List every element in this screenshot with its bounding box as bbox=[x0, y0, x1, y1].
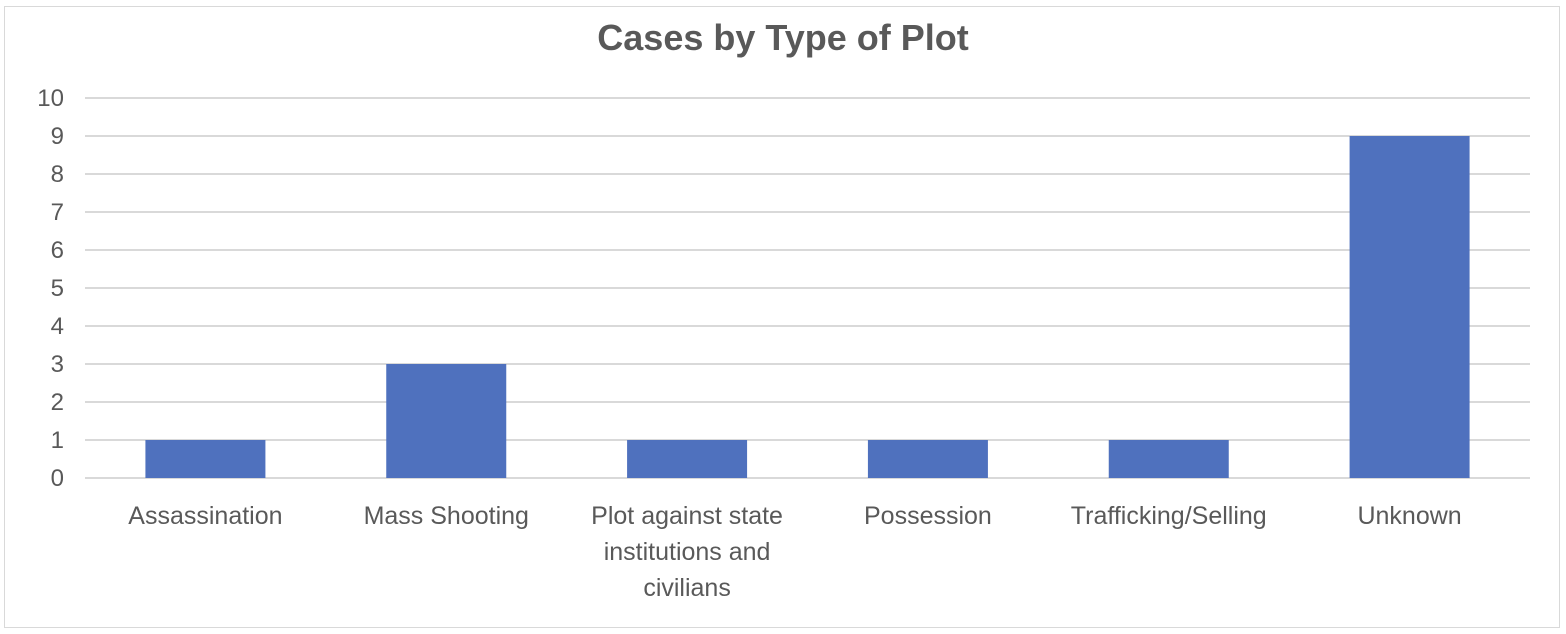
y-tick-label: 4 bbox=[51, 313, 64, 340]
y-tick-label: 10 bbox=[37, 85, 64, 112]
y-tick-label: 7 bbox=[51, 199, 64, 226]
bar bbox=[386, 364, 507, 478]
bar bbox=[1108, 440, 1229, 478]
y-tick-label: 2 bbox=[51, 389, 64, 416]
x-tick-label: Unknown bbox=[1357, 502, 1461, 530]
y-tick-label: 3 bbox=[51, 351, 64, 378]
bar bbox=[627, 440, 748, 478]
y-tick-label: 9 bbox=[51, 123, 64, 150]
bar bbox=[145, 440, 266, 478]
y-tick-label: 8 bbox=[51, 161, 64, 188]
x-tick-label: Assassination bbox=[128, 502, 282, 530]
y-tick-label: 0 bbox=[51, 465, 64, 492]
y-tick-label: 6 bbox=[51, 237, 64, 264]
bars bbox=[145, 136, 1470, 478]
chart-frame bbox=[4, 6, 1560, 628]
bar bbox=[867, 440, 988, 478]
x-tick-label: Plot against state institutions and civili… bbox=[591, 502, 783, 602]
x-axis-labels: Assassination Mass Shooting Plot against s… bbox=[128, 502, 1461, 602]
bar bbox=[1349, 136, 1470, 478]
x-tick-label: Mass Shooting bbox=[364, 502, 529, 530]
y-tick-label: 1 bbox=[51, 427, 64, 454]
x-tick-label: Trafficking/Selling bbox=[1071, 502, 1267, 530]
y-axis-ticks: 0 1 2 3 4 5 6 7 8 9 10 bbox=[37, 85, 64, 492]
x-tick-label: Possession bbox=[864, 502, 992, 530]
grid-lines bbox=[85, 97, 1530, 479]
y-tick-label: 5 bbox=[51, 275, 64, 302]
chart-title: Cases by Type of Plot bbox=[597, 17, 968, 58]
